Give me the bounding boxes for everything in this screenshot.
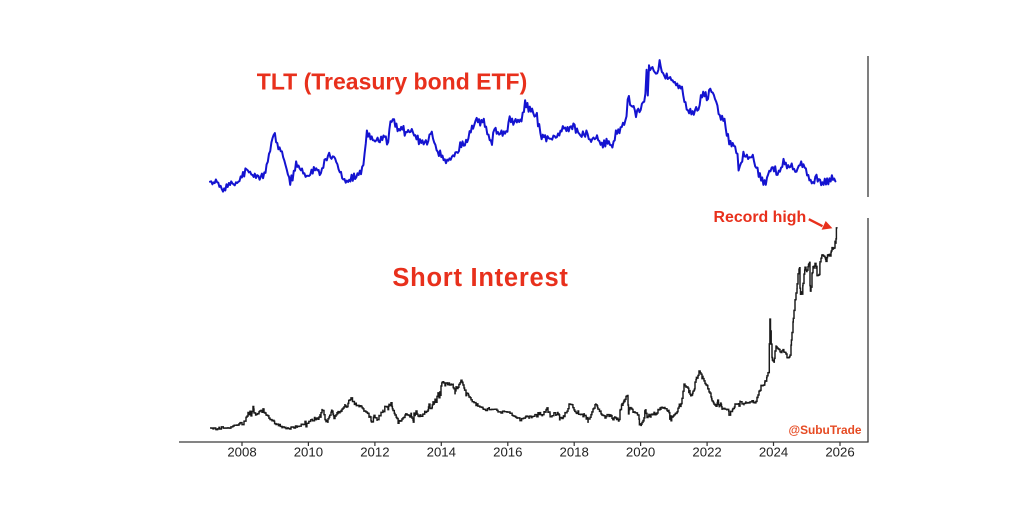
svg-text:2010: 2010 <box>294 445 323 460</box>
svg-text:2008: 2008 <box>227 445 256 460</box>
svg-text:2022: 2022 <box>692 445 721 460</box>
svg-text:2012: 2012 <box>360 445 389 460</box>
svg-text:2020: 2020 <box>626 445 655 460</box>
svg-text:2016: 2016 <box>493 445 522 460</box>
svg-text:2024: 2024 <box>759 445 788 460</box>
svg-text:Short Interest: Short Interest <box>392 264 568 292</box>
svg-text:@SubuTrade: @SubuTrade <box>789 423 862 437</box>
svg-text:2026: 2026 <box>825 445 854 460</box>
svg-text:TLT (Treasury bond ETF): TLT (Treasury bond ETF) <box>257 68 527 94</box>
svg-text:2014: 2014 <box>427 445 456 460</box>
svg-text:Record high: Record high <box>714 209 807 226</box>
svg-text:2018: 2018 <box>560 445 589 460</box>
